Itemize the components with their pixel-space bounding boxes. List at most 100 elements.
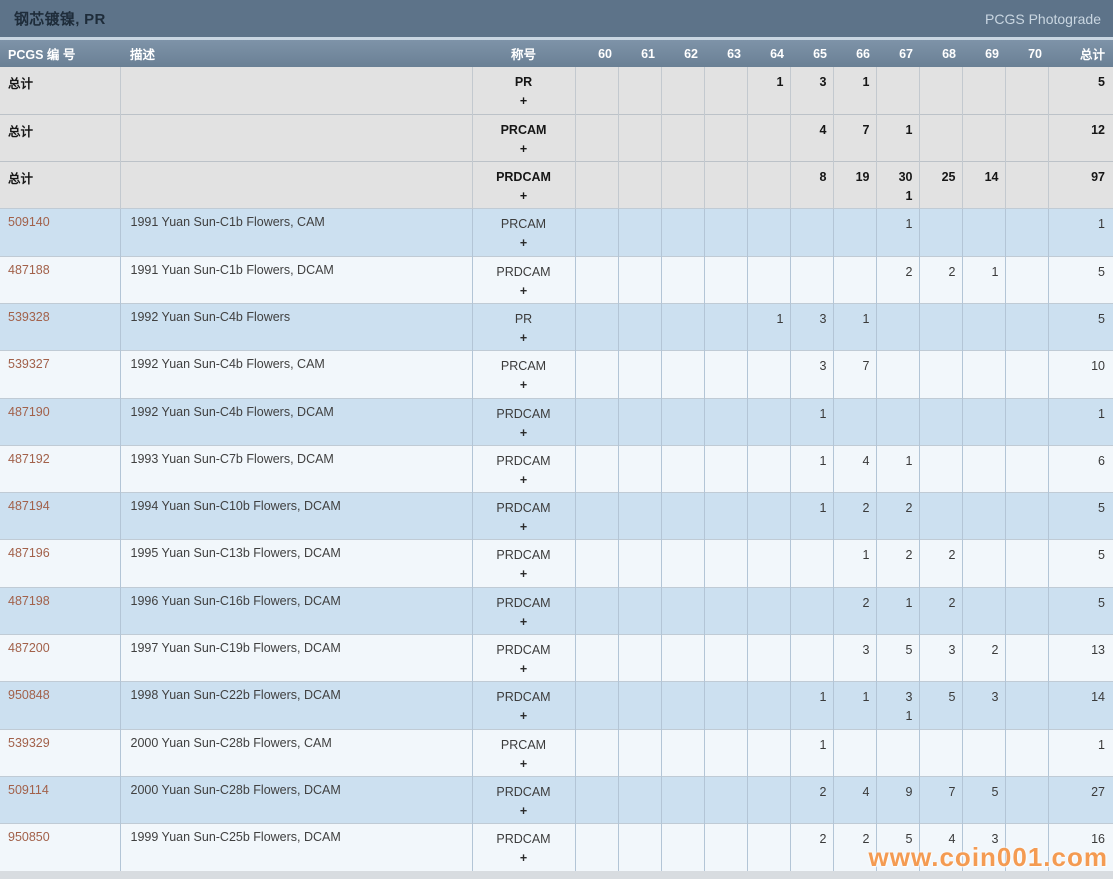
plus-grade-count [619, 707, 655, 726]
plus-grade-count [576, 518, 612, 537]
grade-count [1006, 263, 1042, 282]
grade-count [1006, 641, 1042, 660]
table-row-509114: 509114 2000 Yuan Sun-C28b Flowers, DCAM PR… [0, 775, 1113, 824]
grade-62-count-cell [661, 350, 705, 399]
pcgs-number-link[interactable]: 539329 [8, 735, 50, 750]
plus-grade-count [1006, 660, 1042, 679]
plus-grade-count [748, 376, 784, 395]
plus-grade-count [705, 329, 741, 348]
grade-62-count-cell [661, 302, 705, 351]
plus-designation-label: + [519, 567, 528, 582]
plus-grade-count [963, 187, 999, 206]
plus-grade-count [662, 802, 698, 821]
grade-count [662, 310, 698, 329]
plus-grade-count [748, 234, 784, 253]
pcgs-number-link[interactable]: 487192 [8, 451, 50, 466]
grade-count [1006, 783, 1042, 802]
coin-description [120, 67, 473, 115]
plus-grade-count [791, 613, 827, 632]
grade-count: 1 [905, 122, 913, 137]
pcgs-number-link[interactable]: 487198 [8, 593, 50, 608]
grade-count [1006, 405, 1042, 424]
grade-68-count-cell [919, 350, 963, 399]
grade-count [834, 263, 870, 282]
designation-label: PRDCAM [496, 690, 551, 705]
pcgs-number-link[interactable]: 539328 [8, 309, 50, 324]
plus-grade-count [705, 187, 741, 206]
pcgs-number-link[interactable]: 509140 [8, 215, 50, 230]
plus-grade-count [877, 234, 913, 253]
grade-count [963, 121, 999, 140]
grade-count [662, 73, 698, 92]
pcgs-number-cell: 539328 [0, 302, 121, 351]
grade-69-count-cell [962, 67, 1006, 115]
grade-count [1006, 594, 1042, 613]
grade-61-count-cell [618, 444, 662, 493]
row-total-cell: 5 [1048, 539, 1113, 588]
plus-grade-count: 1 [905, 189, 913, 204]
plus-grade-count [619, 376, 655, 395]
grade-62-count-cell [661, 586, 705, 635]
grade-count: 1 [819, 737, 827, 752]
grade-count [877, 405, 913, 424]
row-total-cell: 1 [1048, 208, 1113, 257]
plus-grade-count [834, 660, 870, 679]
grade-68-count-cell [919, 302, 963, 351]
pcgs-number-link[interactable]: 487200 [8, 641, 50, 656]
grade-65-count-cell: 2 [790, 775, 834, 824]
plus-grade-count [662, 92, 698, 111]
plus-grade-count [877, 282, 913, 301]
grade-count [619, 357, 655, 376]
grade-count [748, 168, 784, 187]
designation-label: PRDCAM [496, 832, 551, 847]
grade-count [834, 215, 870, 234]
plus-grade-count [748, 613, 784, 632]
coin-description: 1997 Yuan Sun-C19b Flowers, DCAM [120, 634, 473, 682]
plus-grade-count [834, 471, 870, 490]
row-total-cell: 5 [1048, 302, 1113, 351]
grade-69-count-cell: 1 [962, 255, 1006, 304]
plus-grade-count [791, 565, 827, 584]
row-total-cell: 27 [1048, 775, 1113, 824]
grade-count [576, 641, 612, 660]
grade-count [662, 546, 698, 565]
coin-description: 2000 Yuan Sun-C28b Flowers, CAM [120, 728, 473, 777]
grade-count [662, 121, 698, 140]
grade-66-count-cell: 1 [833, 681, 877, 730]
pcgs-number-link[interactable]: 487196 [8, 546, 50, 561]
grade-count: 1 [862, 311, 870, 326]
row-total-count: 14 [1091, 690, 1105, 705]
plus-grade-count [662, 376, 698, 395]
grade-count [748, 263, 784, 282]
plus-grade-count [705, 282, 741, 301]
photograde-link[interactable]: PCGS Photograde [985, 10, 1101, 27]
plus-grade-count [662, 565, 698, 584]
pcgs-number-link[interactable]: 950848 [8, 688, 50, 703]
plus-grade-count [963, 802, 999, 821]
grade-count: 5 [905, 643, 913, 658]
grade-count [662, 215, 698, 234]
plus-grade-count [791, 376, 827, 395]
grade-count [920, 452, 956, 471]
plus-grade-count [748, 755, 784, 774]
table-row-539328: 539328 1992 Yuan Sun-C4b Flowers PR +1 3 1 5 [0, 302, 1113, 351]
grade-69-count-cell [962, 539, 1006, 588]
grade-count [619, 830, 655, 849]
pcgs-number-link[interactable]: 487194 [8, 499, 50, 514]
grade-count: 1 [819, 501, 827, 516]
pcgs-number-link[interactable]: 509114 [8, 782, 49, 797]
grade-count [705, 310, 741, 329]
grade-count [920, 405, 956, 424]
column-header-grade-64: 64 [747, 40, 790, 67]
grade-count [877, 73, 913, 92]
row-total-cell: 14 [1048, 681, 1113, 730]
pcgs-number-link[interactable]: 487188 [8, 262, 50, 277]
plus-grade-count [920, 329, 956, 348]
pcgs-number-link[interactable]: 950850 [8, 830, 50, 845]
plus-grade-count [662, 187, 698, 206]
pcgs-number-link[interactable]: 539327 [8, 357, 50, 372]
grade-count [748, 641, 784, 660]
pcgs-number-link[interactable]: 487190 [8, 404, 50, 419]
grade-70-count-cell [1005, 586, 1049, 635]
grade-67-count-cell [876, 728, 920, 777]
